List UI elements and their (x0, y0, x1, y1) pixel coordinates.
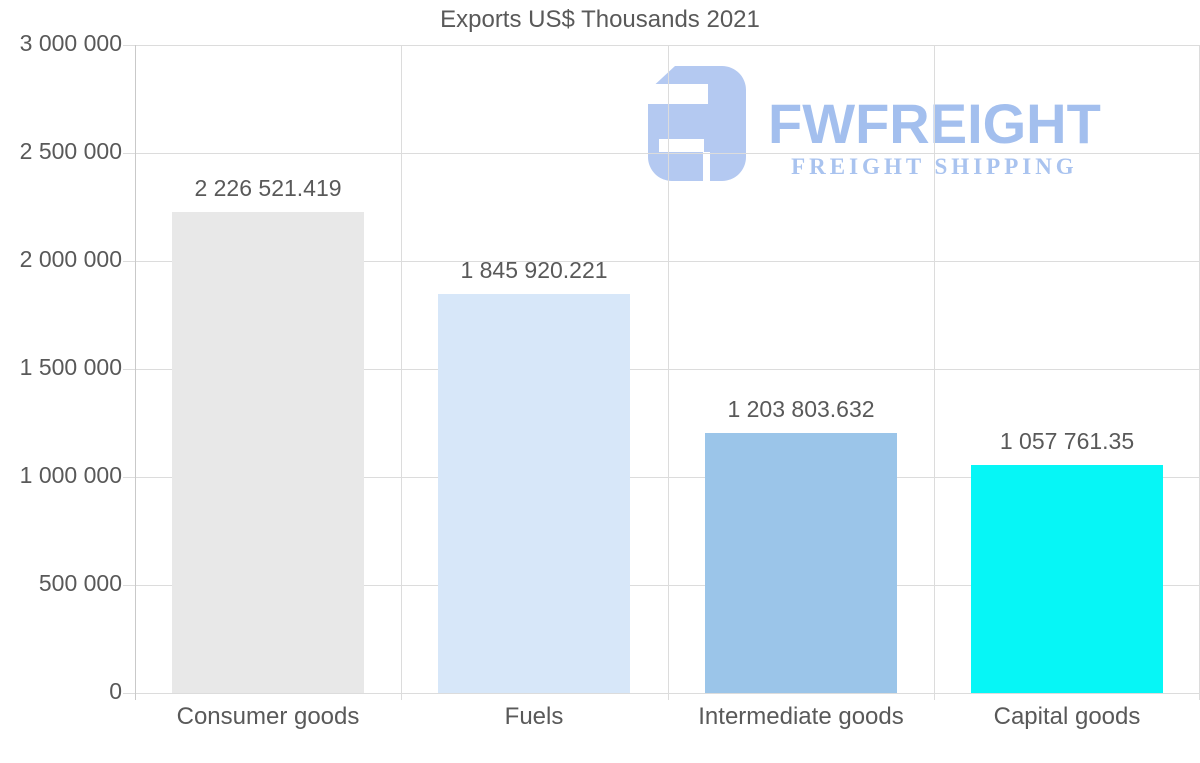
y-tick-label: 0 (109, 678, 122, 704)
y-tick-label: 1 500 000 (19, 354, 122, 380)
bar-capital-goods (971, 465, 1163, 693)
y-tick-label: 500 000 (38, 570, 122, 596)
y-gridline (123, 693, 1200, 694)
bar-intermediate-goods (705, 433, 897, 693)
bar-value-label: 1 203 803.632 (727, 396, 875, 422)
x-gridline (934, 45, 935, 700)
bar-value-label: 1 057 761.35 (999, 428, 1135, 454)
y-tick-label: 1 000 000 (19, 462, 122, 488)
y-tick-label: 2 500 000 (19, 138, 122, 164)
bar-value-label: 1 845 920.221 (460, 257, 608, 283)
chart-title: Exports US$ Thousands 2021 (440, 6, 760, 33)
fwfreight-tagline-text: FREIGHT SHIPPING (791, 154, 1078, 179)
y-gridline (123, 153, 1200, 154)
x-gridline (401, 45, 402, 700)
bar-fuels (438, 294, 630, 693)
x-gridline (668, 45, 669, 700)
x-category-label: Fuels (504, 703, 564, 730)
x-category-label: Capital goods (993, 703, 1141, 730)
y-gridline (123, 477, 1200, 478)
bar-value-label: 2 226 521.419 (194, 175, 342, 201)
y-tick-label: 2 000 000 (19, 246, 122, 272)
y-gridline (123, 585, 1200, 586)
fwfreight-logo-icon (648, 66, 746, 181)
y-tick-label: 3 000 000 (19, 30, 122, 56)
y-gridline (123, 261, 1200, 262)
y-axis-line (135, 45, 136, 700)
y-gridline (123, 45, 1200, 46)
x-category-label: Intermediate goods (698, 703, 904, 730)
y-gridline (123, 369, 1200, 370)
fwfreight-watermark: FWFREIGHT FREIGHT SHIPPING (648, 66, 1101, 181)
x-category-label: Consumer goods (176, 703, 360, 730)
bar-consumer-goods (172, 212, 364, 693)
